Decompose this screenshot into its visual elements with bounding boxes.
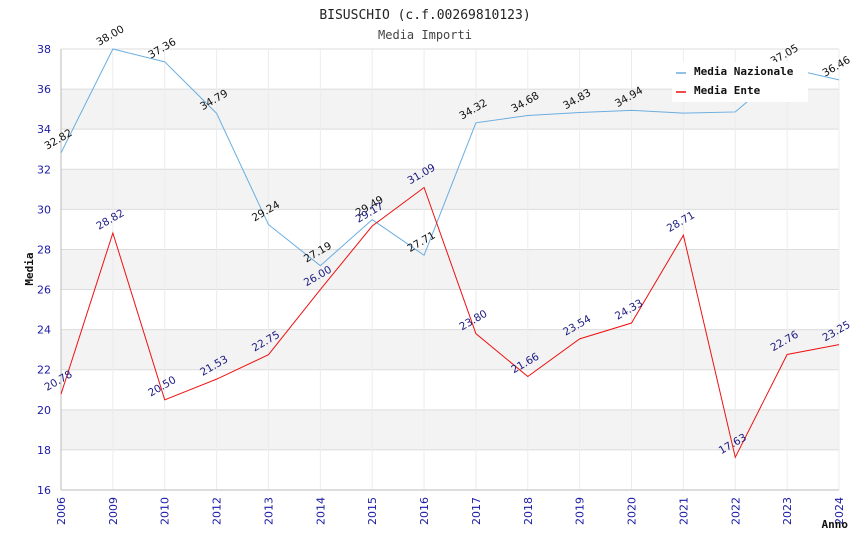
grid-band [61, 249, 839, 290]
grid-band [61, 289, 839, 330]
x-tick-label: 2018 [522, 497, 535, 525]
legend-label-media-ente: Media Ente [694, 84, 761, 97]
x-tick-label: 2023 [781, 497, 794, 525]
y-tick-label: 16 [37, 484, 51, 497]
x-tick-label: 2012 [211, 497, 224, 525]
chart-subtitle: Media Importi [378, 28, 472, 42]
x-axis-label: Anno [822, 518, 849, 531]
x-tick-label: 2019 [574, 497, 587, 525]
legend-label-media-nazionale: Media Nazionale [694, 65, 794, 78]
x-tick-label: 2022 [729, 497, 742, 525]
legend-box [672, 62, 808, 102]
y-tick-label: 34 [37, 123, 51, 136]
x-tick-label: 2017 [470, 497, 483, 525]
y-tick-label: 28 [37, 243, 51, 256]
grid-band [61, 449, 839, 490]
y-tick-label: 30 [37, 203, 51, 216]
x-tick-labels: 2006 2009 2010 2012 2013 2014 2015 2016 2017 2018… [55, 497, 846, 525]
series-lines [60, 48, 840, 459]
grid-band [61, 329, 839, 370]
y-tick-label: 32 [37, 163, 51, 176]
x-tick-label: 2009 [107, 497, 120, 525]
y-tick-label: 36 [37, 83, 51, 96]
x-tick-label: 2013 [262, 497, 275, 525]
y-tick-labels: 16 18 20 22 24 26 28 30 32 34 36 38 [37, 43, 51, 497]
series-line-media-nazionale [60, 48, 840, 267]
x-tick-label: 2014 [314, 497, 327, 525]
y-tick-label: 22 [37, 364, 51, 377]
grid-band [61, 209, 839, 250]
grid-band [61, 129, 839, 170]
axes [60, 49, 839, 491]
y-axis-label: Media [23, 252, 36, 285]
x-tick-label: 2024 [833, 497, 846, 525]
x-tick-label: 2015 [366, 497, 379, 525]
x-tick-label: 2006 [55, 497, 68, 525]
y-tick-label: 18 [37, 444, 51, 457]
y-tick-label: 20 [37, 404, 51, 417]
x-tick-label: 2021 [677, 497, 690, 525]
x-tick-label: 2010 [159, 497, 172, 525]
legend: Media Nazionale Media Ente [672, 62, 808, 102]
data-label-media-nazionale: 38.00 [94, 23, 126, 48]
x-tick-label: 2016 [418, 497, 431, 525]
grid-bands [61, 49, 839, 490]
x-tick-label: 2020 [626, 497, 639, 525]
y-tick-label: 38 [37, 43, 51, 56]
chart-title: BISUSCHIO (c.f.00269810123) [319, 8, 530, 23]
grid-band [61, 409, 839, 450]
y-tick-label: 24 [37, 324, 51, 337]
series-line-media-ente [60, 186, 840, 459]
y-tick-label: 26 [37, 284, 51, 297]
